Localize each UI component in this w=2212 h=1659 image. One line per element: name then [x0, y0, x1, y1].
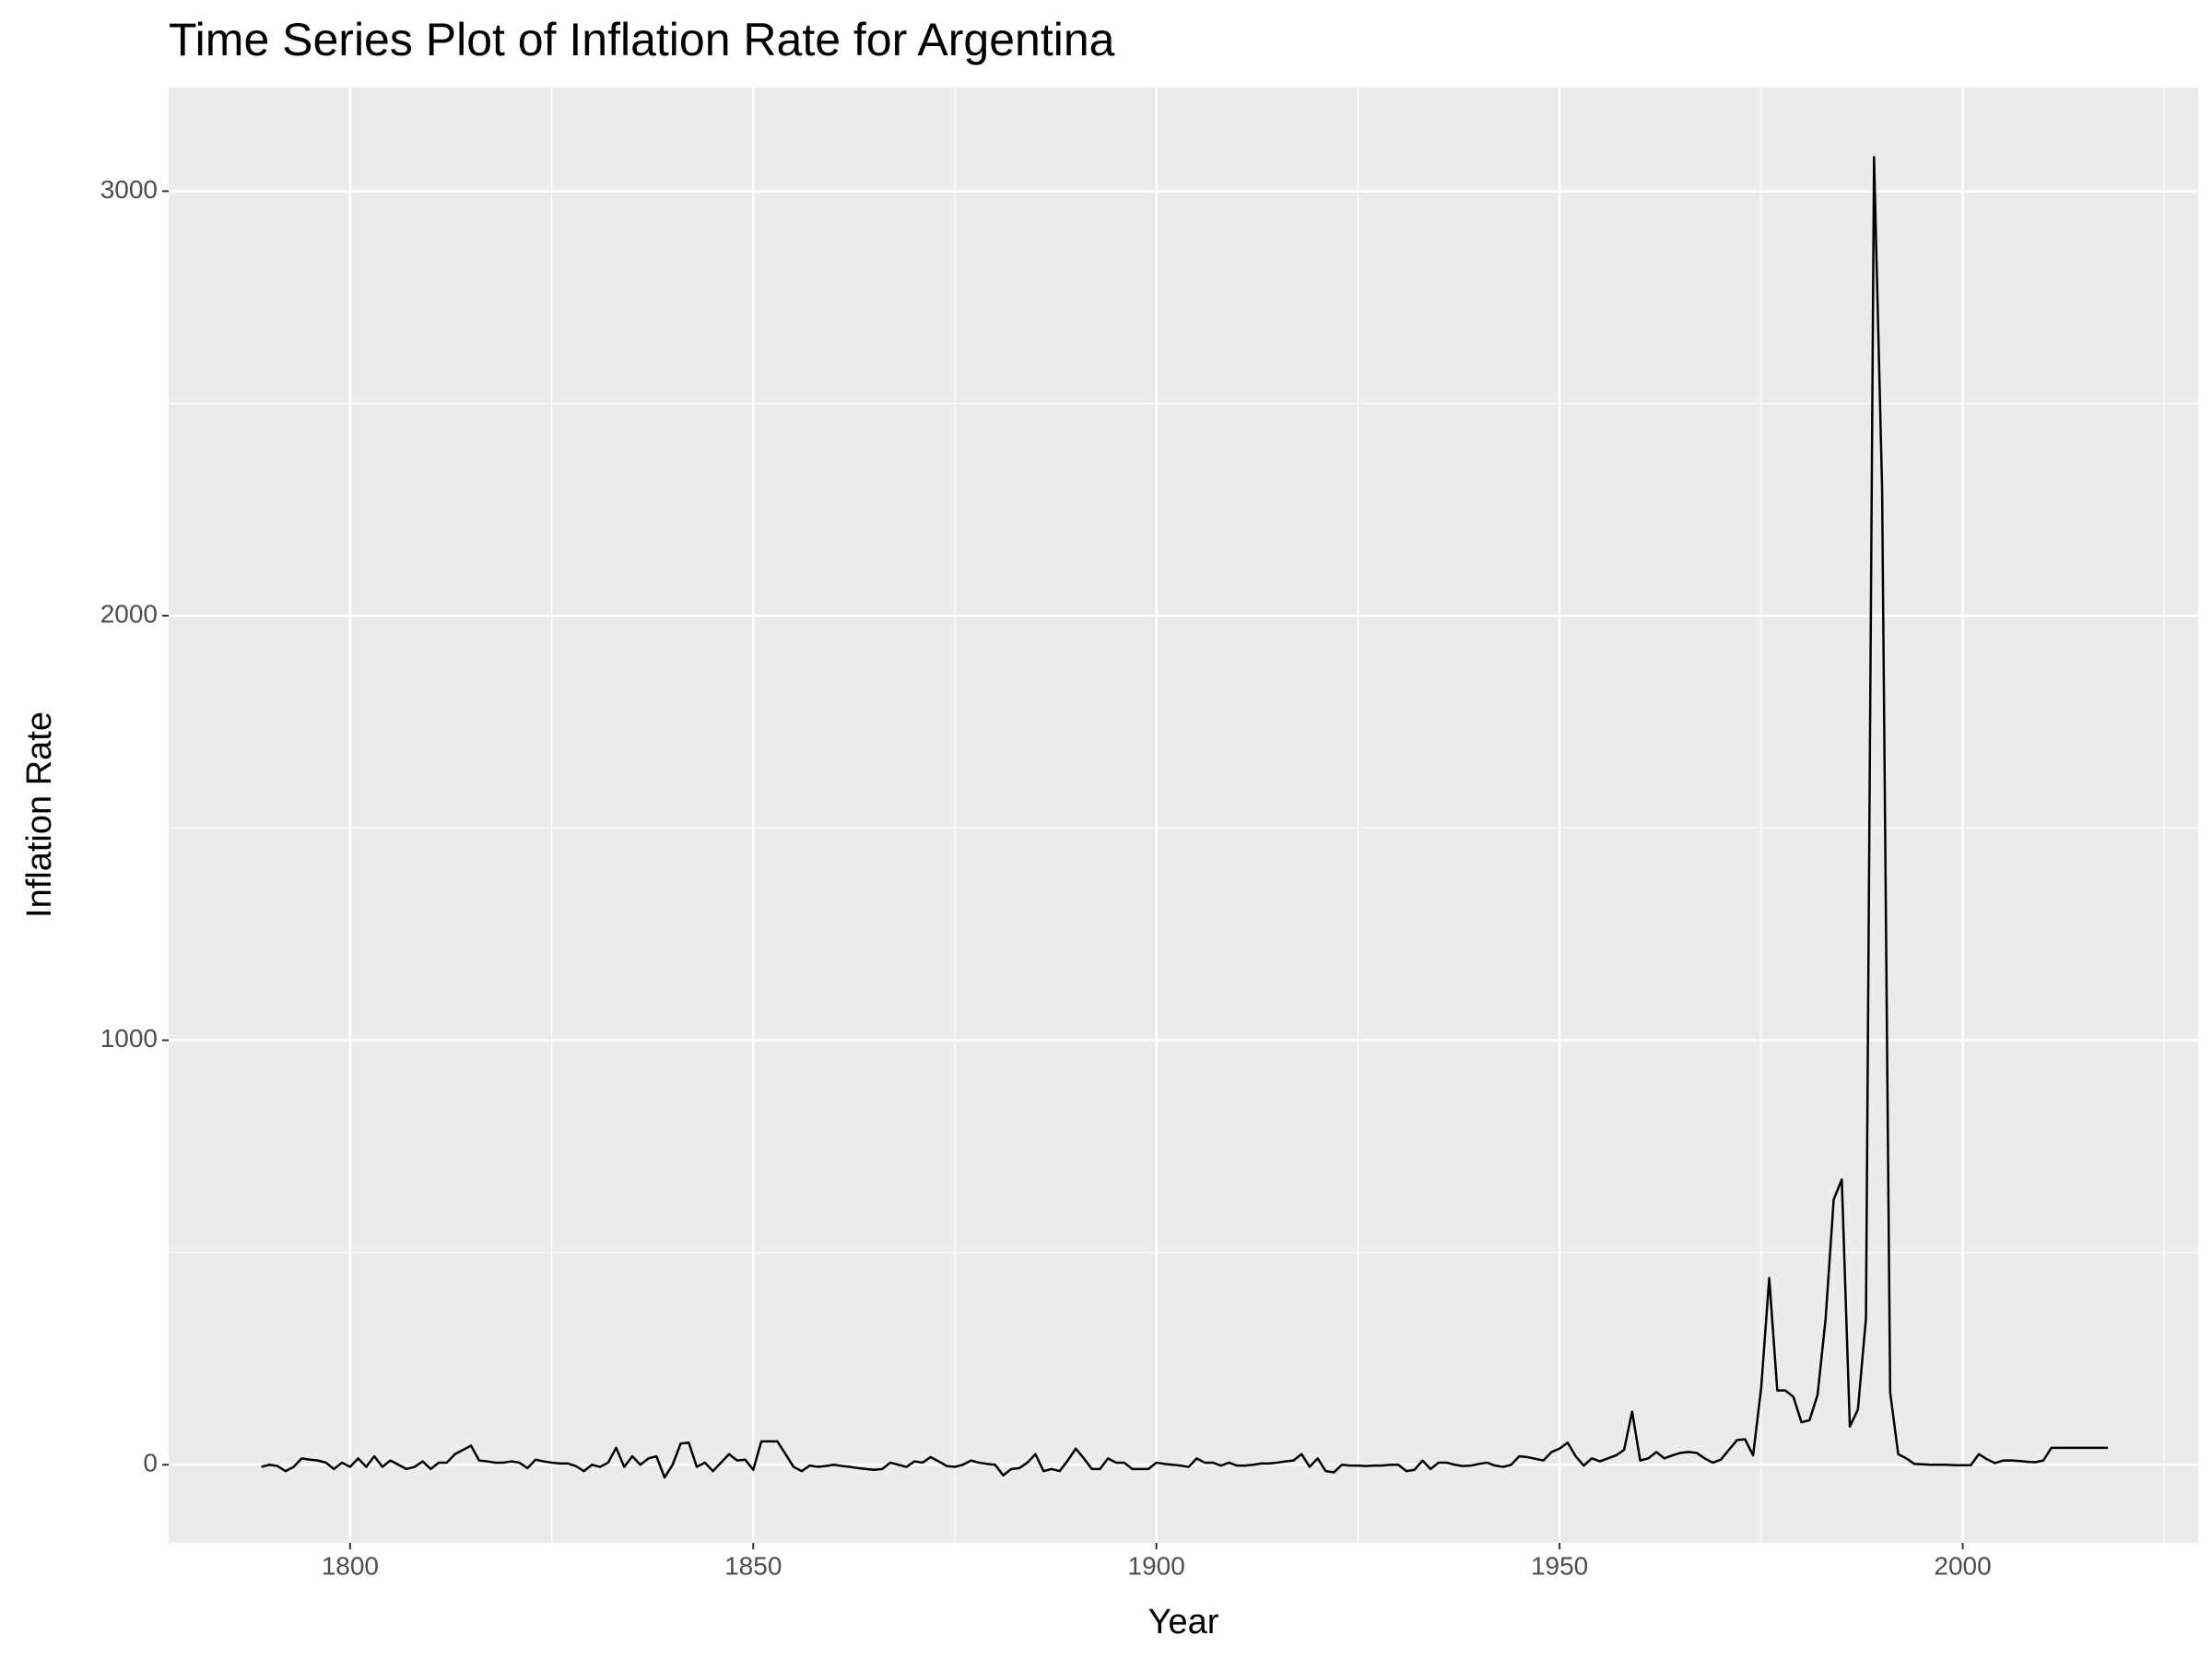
y-tick-label: 1000: [100, 1024, 158, 1053]
x-tick-label: 2000: [1934, 1551, 1991, 1580]
x-tick-label: 1900: [1128, 1551, 1185, 1580]
x-tick-label: 1950: [1531, 1551, 1588, 1580]
y-tick-label: 2000: [100, 599, 158, 628]
y-tick-label: 0: [143, 1449, 158, 1477]
y-axis-title: Inflation Rate: [20, 712, 59, 918]
y-tick-label: 3000: [100, 175, 158, 204]
x-tick-label: 1850: [724, 1551, 782, 1580]
plot-panel: [169, 88, 2198, 1543]
chart-title: Time Series Plot of Inflation Rate for A…: [169, 14, 1115, 65]
x-tick-label: 1800: [322, 1551, 379, 1580]
x-axis-title: Year: [1148, 1603, 1219, 1641]
data-line: [261, 156, 2109, 1479]
